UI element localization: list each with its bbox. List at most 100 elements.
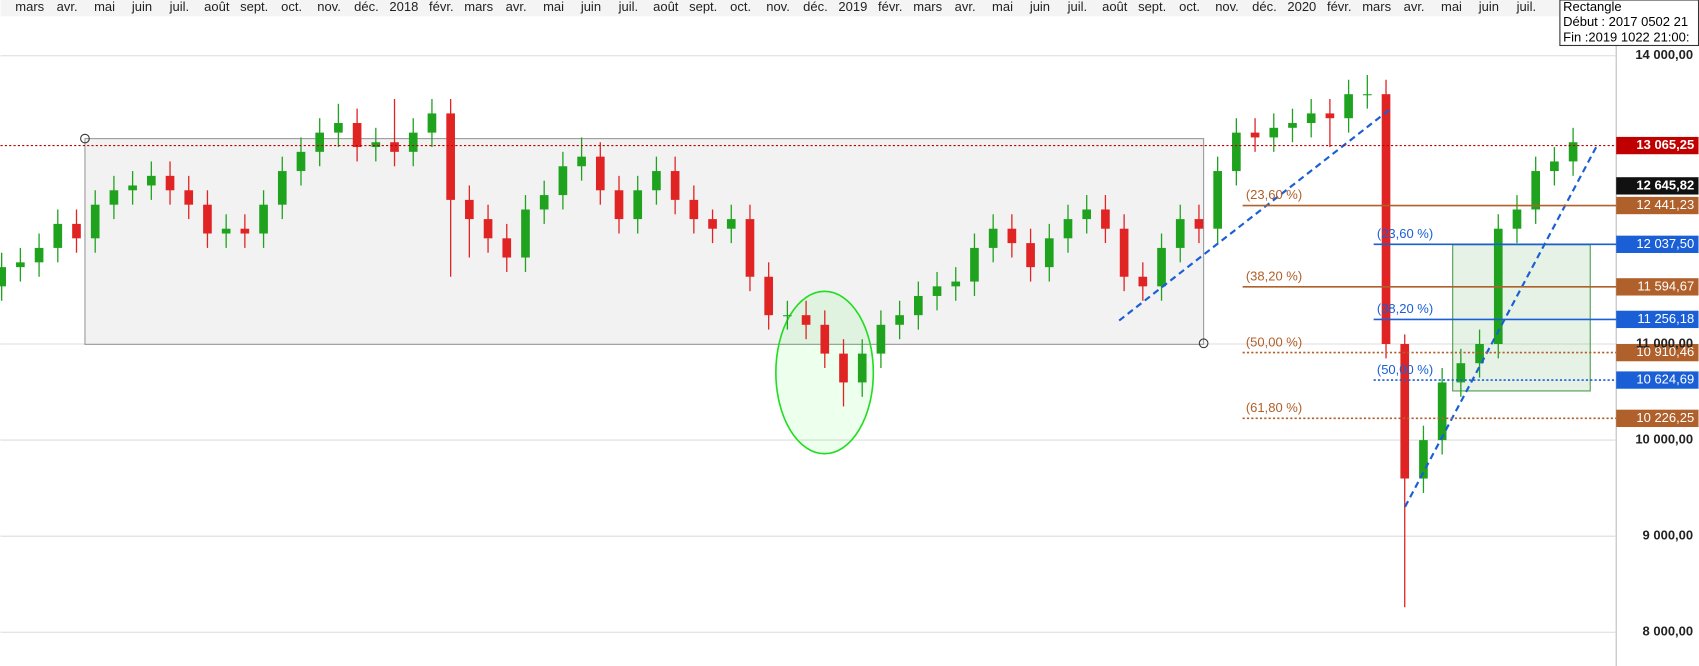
- candle-body: [390, 142, 399, 152]
- x-tick-label: août: [1102, 0, 1128, 14]
- candle-body: [1475, 344, 1484, 364]
- price-tag: [1616, 177, 1699, 195]
- price-tag-label: 10 910,46: [1636, 344, 1694, 359]
- candle-body: [109, 190, 119, 205]
- rectangle-drawing: [84, 138, 1205, 345]
- candle-body: [1194, 219, 1204, 229]
- candle-body: [857, 353, 867, 383]
- x-tick-label: déc.: [1252, 0, 1277, 14]
- price-tag: [1616, 136, 1699, 155]
- candle-body: [1101, 209, 1110, 229]
- price-tag: [1616, 278, 1699, 296]
- x-tick-label: mars: [464, 0, 493, 14]
- candle-body: [689, 199, 699, 220]
- candle-body: [1044, 238, 1054, 268]
- candle-body: [1400, 344, 1410, 479]
- price-tag-label: 12 645,82: [1636, 177, 1694, 192]
- trend-line: [1404, 143, 1599, 508]
- rectangle-drawing: [1452, 244, 1591, 392]
- price-tag-label: 13 065,25: [1636, 137, 1694, 152]
- price-tag-label: 12 441,23: [1636, 197, 1694, 212]
- x-tick-label: mars: [913, 0, 942, 14]
- fib-name: (50,00 %): [1377, 362, 1433, 377]
- x-tick-label: nov.: [766, 0, 790, 14]
- price-tag-label: 11 256,18: [1637, 311, 1694, 326]
- tooltip-title: Rectangle: [1563, 0, 1621, 14]
- y-tick-label: 8 000,00: [1643, 624, 1694, 639]
- fib-name: (23,60 %): [1377, 226, 1433, 241]
- candle-body: [521, 209, 530, 258]
- candle-body: [203, 204, 212, 234]
- price-tag: [1616, 196, 1699, 215]
- candle-body: [90, 204, 100, 239]
- x-tick-label: juil.: [1067, 0, 1087, 14]
- candle-body: [240, 228, 250, 234]
- candle-body: [1175, 219, 1185, 248]
- x-tick-label: mars: [15, 0, 44, 14]
- candle-body: [146, 175, 156, 186]
- x-tick-label: oct.: [281, 0, 302, 14]
- y-tick-label: 10 000,00: [1635, 432, 1693, 447]
- candle-body: [1063, 219, 1073, 239]
- x-tick-label: juil.: [1516, 0, 1536, 14]
- x-tick-label: sept.: [240, 0, 268, 14]
- candle-body: [1344, 94, 1353, 119]
- candle-body: [558, 166, 568, 196]
- candle-body: [502, 238, 512, 258]
- candle-body: [1213, 171, 1222, 229]
- candle-body: [614, 190, 624, 220]
- candle-body: [0, 267, 6, 287]
- candle-body: [745, 219, 755, 277]
- candle-body: [595, 156, 605, 191]
- candle-body: [465, 199, 474, 220]
- candle-body: [334, 123, 343, 133]
- candle-body: [1026, 243, 1035, 268]
- x-tick-label: juin: [131, 0, 152, 14]
- tooltip-start: Début : 2017 0502 21: [1563, 14, 1688, 29]
- x-tick-label: avr.: [506, 0, 527, 14]
- candle-body: [633, 190, 643, 220]
- candle-body: [34, 247, 44, 263]
- fib-name: (38,20 %): [1377, 301, 1433, 316]
- candle-body: [1437, 382, 1447, 441]
- candle-body: [783, 315, 792, 317]
- fib-name: (38,20 %): [1246, 269, 1302, 284]
- candle-body: [1512, 209, 1522, 229]
- candle-body: [371, 142, 381, 148]
- candle-body: [895, 315, 904, 325]
- ellipse-drawing: [775, 290, 875, 455]
- candle-body: [1157, 247, 1166, 287]
- x-tick-label: juin: [1029, 0, 1050, 14]
- x-tick-label: août: [204, 0, 230, 14]
- candle-body: [726, 219, 736, 229]
- candle-body: [1306, 113, 1316, 124]
- candle-body: [839, 353, 848, 383]
- time-axis-band: [0, 0, 1617, 17]
- candle-body: [1362, 94, 1372, 96]
- x-tick-label: nov.: [317, 0, 341, 14]
- x-tick-label: avr.: [57, 0, 78, 14]
- fib-name: (61,80 %): [1246, 400, 1302, 415]
- fib-name: (23,60 %): [1246, 187, 1302, 202]
- candle-body: [1232, 132, 1241, 172]
- price-tag: [1616, 235, 1699, 253]
- price-tag-label: 10 624,69: [1636, 372, 1694, 387]
- candle-body: [184, 190, 194, 205]
- x-tick-label: déc.: [354, 0, 379, 14]
- candle-body: [1288, 123, 1297, 128]
- x-tick-label: mars: [1362, 0, 1391, 14]
- x-tick-label: avr.: [1404, 0, 1425, 14]
- candle-body: [577, 156, 586, 167]
- x-tick-label: févr.: [429, 0, 454, 14]
- x-tick-label: juin: [1478, 0, 1499, 14]
- tooltip-box: [1559, 0, 1699, 47]
- candle-body: [446, 113, 455, 200]
- candle-body: [1568, 142, 1578, 162]
- y-tick-label: 9 000,00: [1643, 528, 1694, 543]
- tooltip-end: Fin :2019 1022 21:00:: [1563, 29, 1689, 44]
- x-tick-label: 2018: [389, 0, 418, 14]
- x-tick-label: 2020: [1287, 0, 1316, 14]
- x-tick-label: 2019: [838, 0, 867, 14]
- x-tick-label: oct.: [730, 0, 751, 14]
